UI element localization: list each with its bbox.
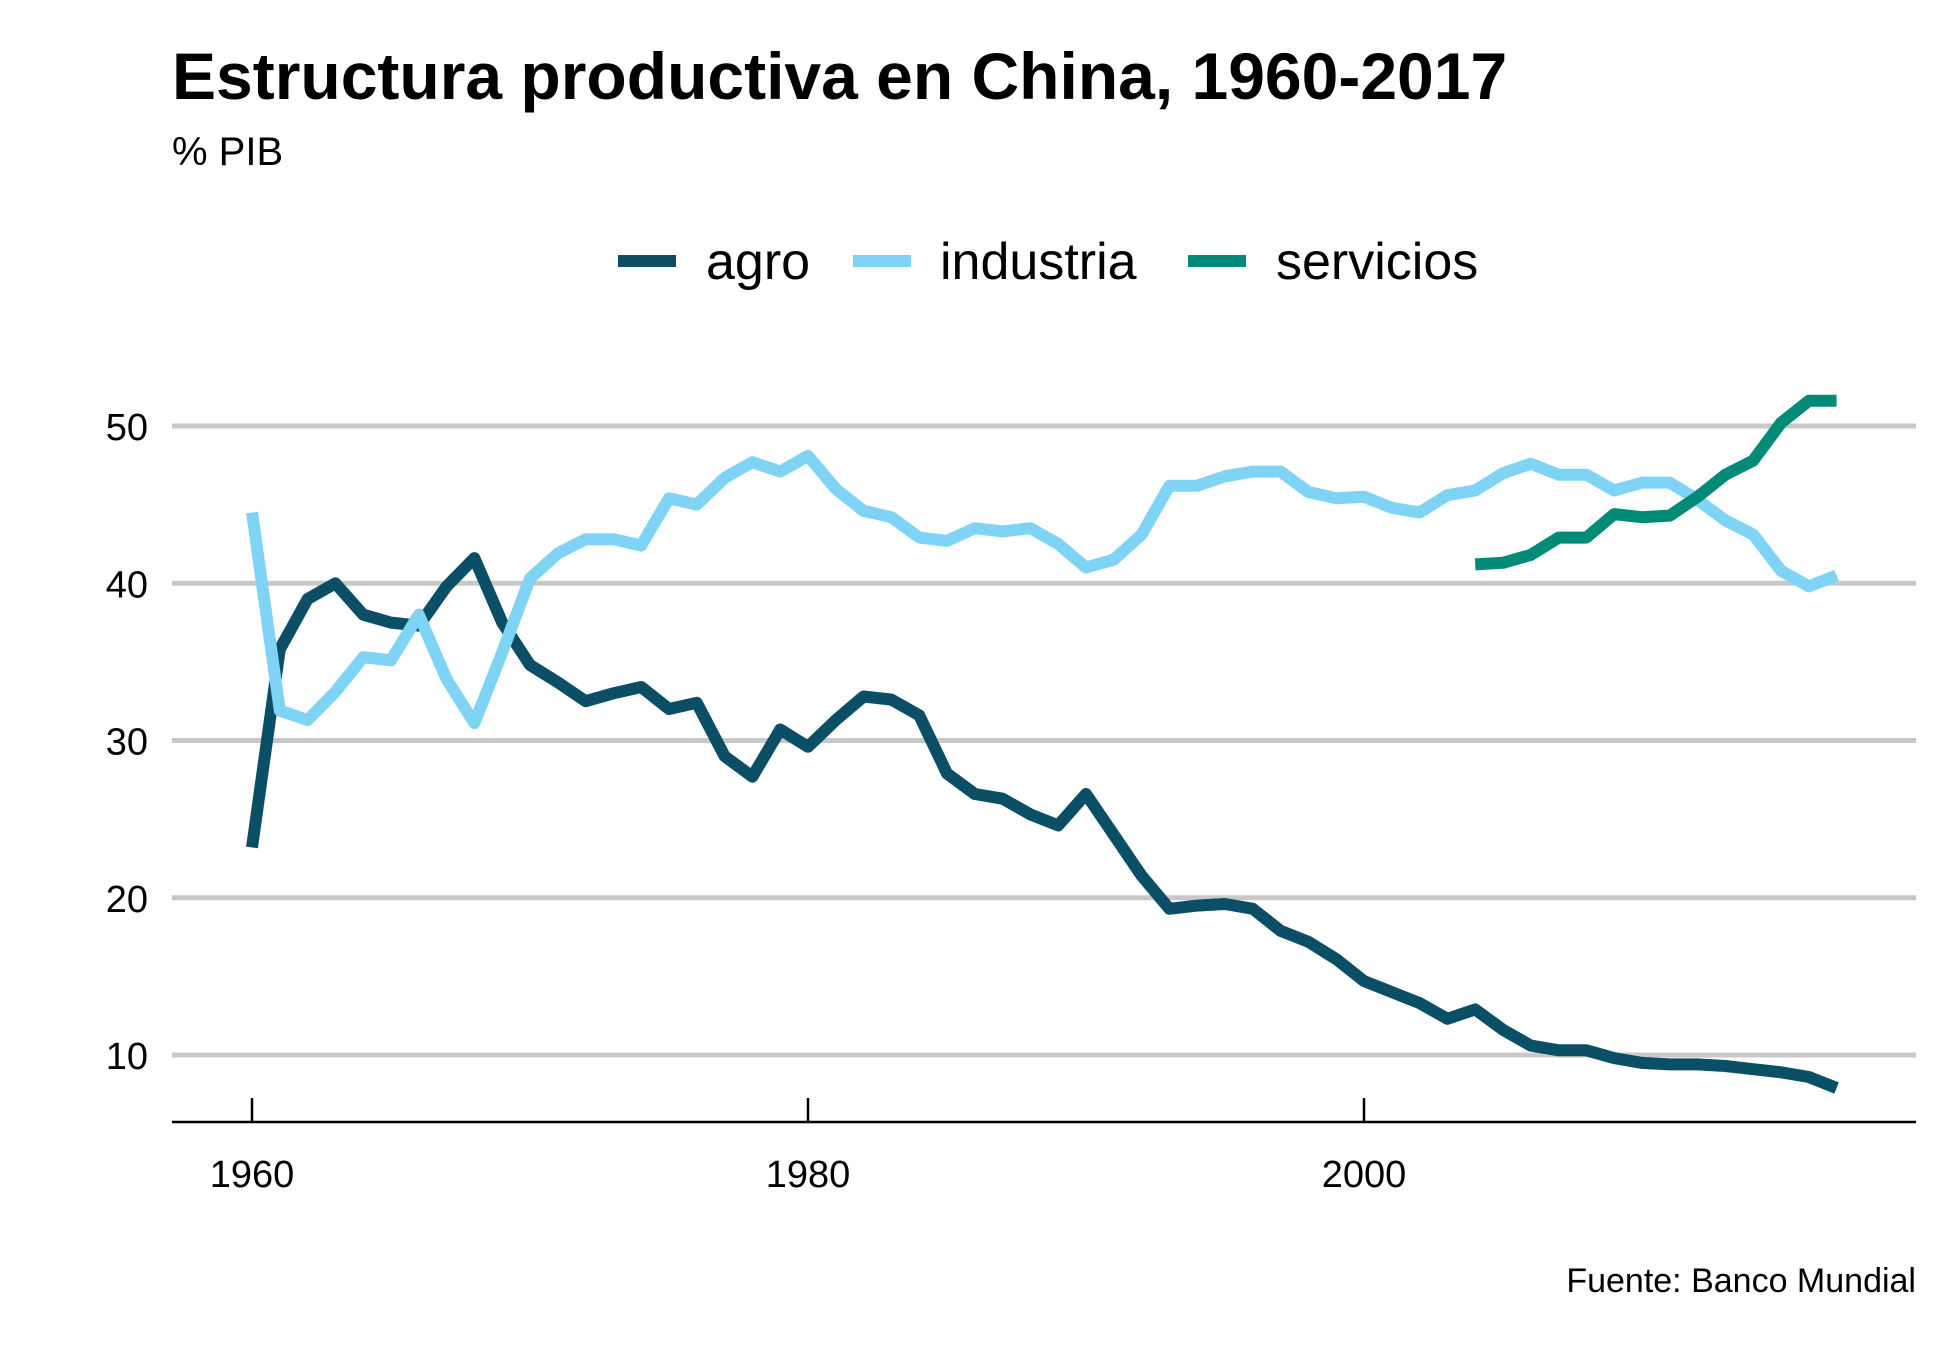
- chart-subtitle: % PIB: [172, 130, 284, 174]
- series-line-servicios: [1474, 394, 1837, 571]
- y-axis-ticks: 10 20 30 40 50: [106, 407, 148, 1078]
- chart-title: Estructura productiva en China, 1960-201…: [172, 39, 1508, 113]
- legend-label-servicios: servicios: [1276, 233, 1478, 291]
- x-axis: 1960 1980 2000: [172, 1098, 1916, 1196]
- y-tick-label-20: 20: [106, 879, 148, 921]
- y-tick-label-10: 10: [106, 1036, 148, 1078]
- x-tick-label-2000: 2000: [1322, 1154, 1407, 1196]
- series-line-industria: [246, 449, 1839, 730]
- chart-legend: agro industria servicios: [618, 233, 1478, 291]
- y-tick-label-30: 30: [106, 722, 148, 764]
- legend-label-industria: industria: [940, 233, 1137, 291]
- chart-source: Fuente: Banco Mundial: [1566, 1262, 1916, 1300]
- x-tick-label-1960: 1960: [210, 1154, 295, 1196]
- series-lines: [246, 394, 1839, 1094]
- x-tick-label-1980: 1980: [766, 1154, 851, 1196]
- y-tick-label-50: 50: [106, 407, 148, 449]
- y-tick-label-40: 40: [106, 564, 148, 606]
- series-line-agro: [246, 552, 1839, 1094]
- legend-label-agro: agro: [706, 233, 810, 291]
